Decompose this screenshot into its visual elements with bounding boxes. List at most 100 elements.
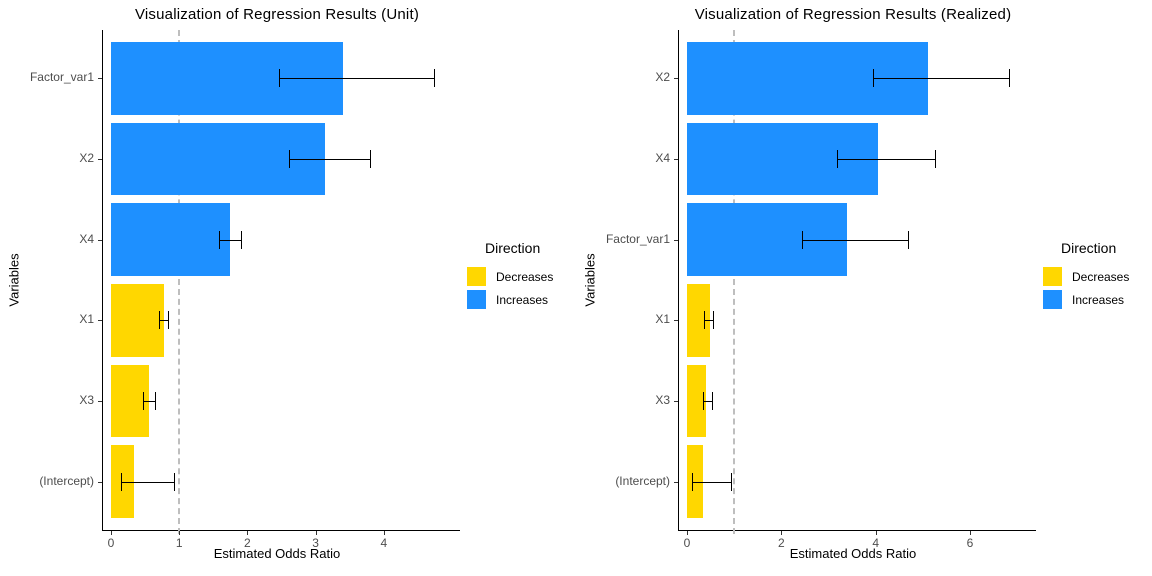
x-tick-label: 3 <box>312 536 319 550</box>
x-axis-line <box>678 530 1036 531</box>
error-bar-cap-high <box>241 230 243 249</box>
bar-factorvar1 <box>687 203 847 276</box>
bar-intercept <box>111 445 135 518</box>
y-tick-mark <box>98 78 102 80</box>
x-tick-mark <box>111 531 112 535</box>
error-bar-line <box>702 400 713 402</box>
chart-unit: Visualization of Regression Results (Uni… <box>6 6 554 561</box>
error-bar-cap-low <box>703 311 705 330</box>
error-bar-line <box>703 320 714 322</box>
error-bar-line <box>143 400 155 402</box>
legend-label: Decreases <box>496 269 554 284</box>
error-bar-cap-low <box>278 69 280 88</box>
y-tick-mark <box>98 159 102 161</box>
y-tick-label: X2 <box>79 151 94 166</box>
y-tick-mark <box>98 400 102 402</box>
error-bar-line <box>218 239 242 241</box>
y-tick-label: (Intercept) <box>615 473 670 488</box>
legend-label: Increases <box>1072 292 1125 307</box>
chart-realized: Visualization of Regression Results (Rea… <box>576 0 1152 576</box>
y-tick-label: X4 <box>79 231 94 246</box>
x-tick-mark <box>969 531 971 535</box>
error-bar-cap-low <box>120 472 122 491</box>
x-tick-label: 2 <box>777 536 785 550</box>
reference-line <box>178 30 181 534</box>
bar-x1 <box>111 284 164 357</box>
error-bar-cap-low <box>158 311 160 330</box>
y-tick-mark <box>98 320 102 322</box>
error-bar-cap-low <box>218 230 220 249</box>
x-tick-mark <box>247 531 249 535</box>
error-bar-cap-high <box>935 150 937 169</box>
bar-x4 <box>111 203 230 276</box>
error-bar-line <box>120 481 175 483</box>
error-bar-cap-high <box>433 69 435 88</box>
x-tick-mark <box>781 531 783 535</box>
decreases-swatch-icon <box>467 267 486 286</box>
error-bar-cap-low <box>702 391 704 410</box>
error-bar-cap-high <box>174 472 176 491</box>
legend: Direction Decreases Increases <box>1043 240 1129 311</box>
error-bar-line <box>289 159 371 161</box>
plot-panel: 0 2 4 6 X2 X4 Factor_var1 X1 X3 (Intercept) <box>576 0 1152 576</box>
error-bar-cap-high <box>370 150 372 169</box>
y-tick-mark <box>98 481 102 483</box>
legend-label: Increases <box>496 292 549 307</box>
y-tick-mark <box>674 481 678 483</box>
y-tick-label: Factor_var1 <box>605 231 670 246</box>
error-bar-line <box>278 78 434 80</box>
x-tick-label: 0 <box>107 536 115 550</box>
error-bar-cap-high <box>154 391 156 410</box>
bar-intercept <box>687 445 703 518</box>
x-tick-label: 1 <box>175 536 183 550</box>
error-bar-cap-high <box>1008 69 1010 88</box>
decreases-swatch-icon <box>1043 267 1062 286</box>
error-bar-cap-low <box>802 230 804 249</box>
legend-item-increases: Increases <box>1043 288 1129 311</box>
y-tick-label: X2 <box>655 70 670 85</box>
error-bar-line <box>872 78 1009 80</box>
chart-title: Visualization of Regression Results (Rea… <box>694 6 1012 23</box>
legend-title: Direction <box>1061 240 1117 256</box>
y-axis-line <box>102 30 103 530</box>
error-bar-cap-low <box>143 391 145 410</box>
x-tick-mark <box>179 531 181 535</box>
bar-x4 <box>687 122 879 196</box>
legend-item-decreases: Decreases <box>467 265 553 288</box>
error-bar-cap-low <box>872 69 874 88</box>
error-bar-line <box>802 239 909 241</box>
x-axis-line <box>102 530 460 531</box>
legend-label: Decreases <box>1072 269 1130 284</box>
error-bar-line <box>692 481 731 483</box>
x-tick-mark <box>875 531 877 535</box>
error-bar-cap-high <box>713 311 715 330</box>
legend: Direction Decreases Increases <box>467 240 553 311</box>
y-tick-label: X3 <box>79 392 94 407</box>
increases-swatch-icon <box>1043 290 1062 309</box>
x-tick-label: 2 <box>244 536 251 550</box>
plot-panel: 0 1 2 3 4 Factor_var1 X2 X4 X1 X3 (Intercept) <box>30 30 460 550</box>
x-tick-label: 6 <box>966 536 974 550</box>
y-tick-mark <box>98 239 102 241</box>
y-tick-label: X4 <box>655 151 670 166</box>
increases-swatch-icon <box>467 290 486 309</box>
error-bar-cap-low <box>692 472 694 491</box>
error-bar-cap-low <box>289 150 290 169</box>
x-axis-title: Estimated Odds Ratio <box>789 546 917 561</box>
error-bar-line <box>836 159 936 161</box>
x-tick-label: 4 <box>380 536 388 550</box>
x-tick-mark <box>383 531 385 535</box>
error-bar-cap-high <box>712 391 714 410</box>
y-axis-line <box>678 30 679 530</box>
legend-item-increases: Increases <box>467 288 553 311</box>
y-tick-mark <box>674 239 678 241</box>
y-tick-label: X3 <box>655 392 670 407</box>
reference-line <box>733 30 736 534</box>
legend-title: Direction <box>485 240 541 256</box>
x-tick-label: 0 <box>683 536 691 550</box>
y-tick-mark <box>674 159 678 161</box>
x-tick-label: 4 <box>872 536 879 550</box>
y-tick-mark <box>674 320 678 322</box>
y-tick-mark <box>674 400 678 402</box>
